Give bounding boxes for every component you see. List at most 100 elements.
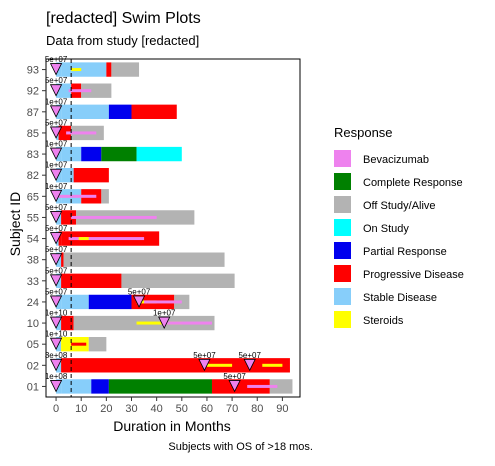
legend-label: Off Study/Alive xyxy=(363,200,436,212)
bar-line-bev xyxy=(68,237,145,241)
bar-segment-off xyxy=(63,252,225,267)
dose-marker-label: 5e+07 xyxy=(45,224,68,233)
dose-marker-label: 5e+07 xyxy=(45,203,68,212)
dose-marker xyxy=(49,337,63,351)
bar-line-bev xyxy=(144,300,182,304)
legend-item-pr: Partial Response xyxy=(334,242,447,259)
legend-label: On Study xyxy=(363,223,409,235)
bar-segment-pd xyxy=(58,125,72,141)
y-tick-label: 87 xyxy=(27,107,39,119)
dose-marker xyxy=(49,316,63,329)
dose-marker xyxy=(49,295,63,308)
subject-row-10: 1e+10 1e+07 xyxy=(45,309,215,331)
bar-segment-off xyxy=(121,273,235,288)
y-tick-label: 33 xyxy=(27,276,39,288)
legend-item-off: Off Study/Alive xyxy=(334,196,436,213)
bar-line-pd xyxy=(71,342,87,346)
y-tick-label: 93 xyxy=(27,65,39,77)
plot-area: 0 10 20 30 40 50 60 70 80 90939287858382655554383… xyxy=(27,55,301,415)
x-tick-label: 0 xyxy=(53,403,59,415)
dose-marker xyxy=(49,380,63,393)
bar-line-bev xyxy=(247,384,278,388)
y-tick-label: 54 xyxy=(27,234,39,246)
bar-segment-pd xyxy=(61,252,64,267)
bar-line-ster xyxy=(78,237,89,241)
dose-marker-label: 1e+07 xyxy=(45,182,68,191)
bar-segment-pd xyxy=(61,273,122,288)
dose-marker xyxy=(198,358,211,372)
y-tick-label: 05 xyxy=(27,339,39,351)
subject-row-38: 5e+07 xyxy=(45,245,225,267)
x-tick-label: 80 xyxy=(251,403,263,415)
legend-label: Progressive Disease xyxy=(363,269,464,281)
dose-marker-label: 5e+07 xyxy=(45,55,68,64)
chart-caption: Subjects with OS of >18 mos. xyxy=(168,441,313,453)
y-tick-label: 02 xyxy=(27,360,39,372)
x-tick-label: 20 xyxy=(100,403,112,415)
legend-item-on: On Study xyxy=(334,219,409,236)
legend-label: Stable Disease xyxy=(363,292,437,304)
dose-marker-label: 1e+07 xyxy=(153,309,176,318)
bar-line-bev xyxy=(66,131,97,135)
bar-line-bev xyxy=(161,321,212,325)
subject-row-65: 1e+07 xyxy=(45,182,109,204)
y-tick-label: 55 xyxy=(27,212,39,224)
dose-marker xyxy=(49,358,63,372)
bar-segment-sd xyxy=(58,83,72,98)
dose-marker-label: 5e+07 xyxy=(45,287,68,296)
y-tick-label: 65 xyxy=(27,191,39,203)
bar-segment-off xyxy=(88,337,107,352)
dose-marker-label: 1e+08 xyxy=(45,372,68,381)
y-tick-label: 10 xyxy=(27,318,39,330)
y-tick-label: 85 xyxy=(27,128,39,140)
subject-row-82: 1e+07 xyxy=(45,161,109,183)
dose-marker xyxy=(49,211,63,224)
subject-row-83: 1e+07 xyxy=(45,140,182,162)
dose-marker-label: 5e+07 xyxy=(45,118,68,127)
bar-line-ster xyxy=(136,321,182,325)
dose-marker-label: 5e+07 xyxy=(45,266,68,275)
y-tick-label: 38 xyxy=(27,255,39,267)
y-tick-label: 01 xyxy=(27,381,39,393)
dose-marker-label: 5e+07 xyxy=(128,287,151,296)
subject-row-55: 5e+07 xyxy=(45,203,195,225)
bar-segment-pd xyxy=(73,168,109,183)
bar-line-ster xyxy=(71,68,82,72)
dose-marker-label: 1e+07 xyxy=(45,161,68,170)
bar-segment-pd xyxy=(61,358,290,373)
subject-row-01: 1e+08 5e+07 xyxy=(45,372,293,394)
bar-segment-sd xyxy=(61,104,109,119)
dose-marker xyxy=(49,189,63,203)
bar-line-bev xyxy=(68,89,92,93)
legend: Bevacizumab Complete Response Off Study/Al… xyxy=(334,150,464,328)
y-tick-label: 82 xyxy=(27,170,39,182)
dose-marker xyxy=(158,316,171,329)
bar-segment-pd xyxy=(61,210,77,225)
dose-marker-label: 1e+07 xyxy=(45,140,68,149)
dose-marker-label: 5e+07 xyxy=(45,76,68,85)
bar-segment-off xyxy=(174,294,190,310)
legend-swatch xyxy=(334,196,351,213)
subject-row-54: 5e+07 xyxy=(45,224,160,246)
subject-row-05: 1e+10 xyxy=(45,330,107,352)
legend-item-cr: Complete Response xyxy=(334,173,463,190)
bar-segment-sd xyxy=(61,294,89,310)
bar-segment-pr xyxy=(108,104,132,119)
bar-line-ster xyxy=(262,363,283,367)
x-tick-label: 50 xyxy=(176,403,188,415)
dose-marker xyxy=(228,380,241,393)
bar-line-bev xyxy=(71,215,157,219)
bar-segment-pd xyxy=(106,62,112,77)
dose-marker-label: 3e+08 xyxy=(45,351,68,360)
bar-segment-sd xyxy=(61,168,74,183)
dose-marker xyxy=(49,84,63,97)
dose-marker xyxy=(49,147,63,160)
bar-segment-off xyxy=(269,379,293,394)
bar-segment-off xyxy=(101,189,109,204)
legend-item-ster: Steroids xyxy=(334,311,404,328)
legend-swatch xyxy=(334,288,351,305)
x-tick-label: 60 xyxy=(201,403,213,415)
bar-segment-pd xyxy=(61,315,74,331)
x-axis-title: Duration in Months xyxy=(113,418,231,434)
